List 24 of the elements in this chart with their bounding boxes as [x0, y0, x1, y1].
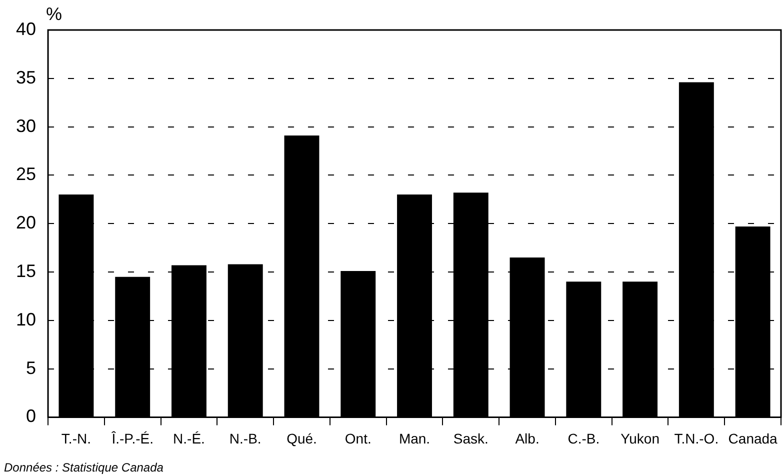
y-tick-label: 5 [26, 358, 36, 378]
x-tick-label: Î.-P.-É. [110, 430, 154, 446]
x-tick-label: T.N.-O. [674, 430, 719, 446]
y-tick-label: 20 [16, 212, 36, 233]
x-tick-label: Ont. [344, 430, 372, 446]
x-tick-label: N.-É. [173, 430, 205, 446]
x-tick-label: Man. [398, 430, 430, 446]
y-tick-label: 35 [16, 67, 36, 88]
x-tick-label: Canada [728, 430, 778, 446]
x-tick-label: N.-B. [229, 430, 262, 446]
y-tick-label: 40 [16, 18, 36, 39]
x-tick-label: Yukon [620, 430, 660, 446]
x-tick-label: Qué. [286, 430, 317, 446]
y-tick-label: 15 [16, 260, 36, 281]
x-tick-label: Sask. [453, 430, 488, 446]
y-tick-label: 10 [16, 309, 36, 330]
text: Données : Statistique Canada [4, 460, 164, 474]
x-tick-label: Alb. [515, 430, 540, 446]
x-tick-label: T.-N. [61, 430, 91, 446]
x-tick-label: C.-B. [568, 430, 600, 446]
y-tick-label: 30 [16, 116, 36, 136]
y-tick-label: 25 [16, 164, 36, 184]
y-axis-title: % [46, 4, 62, 24]
y-tick-label: 0 [26, 406, 36, 426]
